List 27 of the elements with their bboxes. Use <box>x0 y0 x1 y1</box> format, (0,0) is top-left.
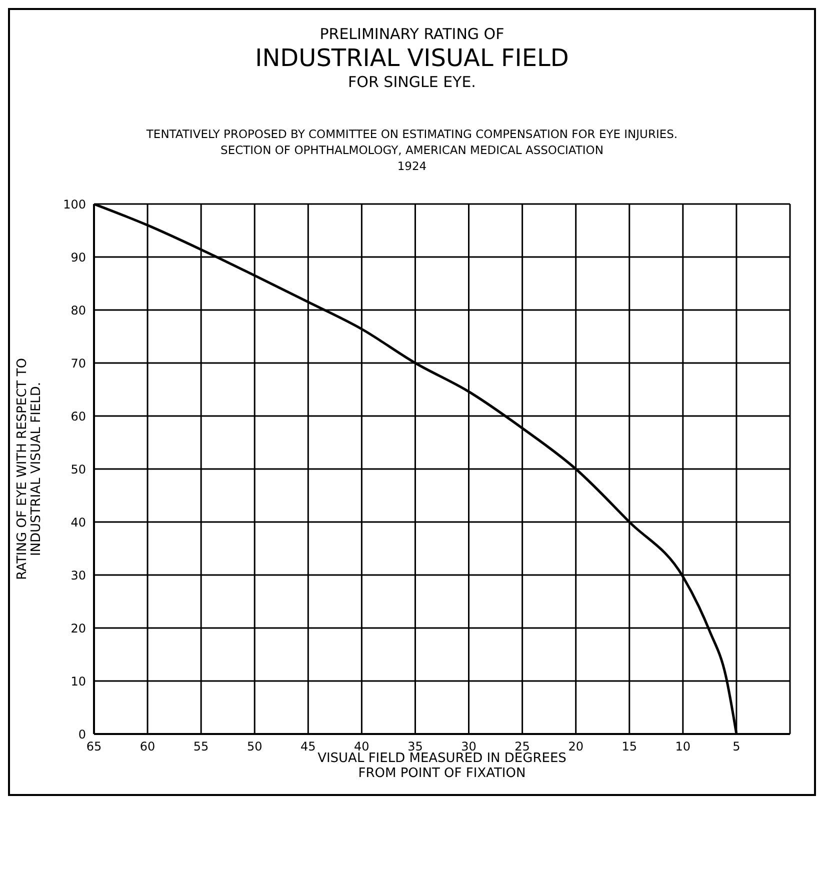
x-tick-label: 50 <box>246 740 262 754</box>
y-tick-label: 10 <box>70 674 86 688</box>
x-tick-label: 5 <box>732 740 740 754</box>
y-tick-label: 70 <box>70 356 86 370</box>
x-tick-label: 55 <box>193 740 209 754</box>
y-tick-label: 30 <box>70 568 86 582</box>
x-tick-label: 35 <box>408 740 423 754</box>
x-tick-label: 40 <box>354 740 370 754</box>
x-tick-label: 60 <box>140 740 156 754</box>
x-tick-label: 20 <box>568 740 584 754</box>
y-tick-label: 40 <box>70 515 86 530</box>
x-tick-label: 45 <box>300 740 316 754</box>
y-tick-label: 0 <box>78 727 86 742</box>
y-axis-title: RATING OF EYE WITH RESPECT TO INDUSTRIAL VISUAL FIELD. <box>15 358 44 580</box>
y-tick-label: 50 <box>70 462 86 476</box>
y-tick-label: 90 <box>70 250 86 264</box>
x-tick-label: 30 <box>461 740 476 754</box>
x-tick-label: 15 <box>622 740 638 754</box>
x-tick-label: 65 <box>86 740 102 754</box>
chart-subtitle: TENTATIVELY PROPOSED BY COMMITTEE ON ESTIMATING COMPENSATION FOR EYE INJURIES. SECTION OF OPHTHALMOLOGY, AMERICAN MEDICAL ASSOCIATION 1924 <box>145 126 679 174</box>
y-tick-label: 20 <box>70 621 86 636</box>
x-tick-label: 10 <box>675 740 691 754</box>
y-tick-label: 100 <box>63 197 86 212</box>
x-axis-title: VISUAL FIELD MEASURED IN DEGREES FROM POINT OF FIXATION <box>318 751 566 781</box>
y-tick-label: 80 <box>70 303 86 318</box>
y-tick-label: 60 <box>70 409 86 424</box>
chart-title: PRELIMINARY RATING OF INDUSTRIAL VISUAL FIELD FOR SINGLE EYE. <box>254 24 570 92</box>
